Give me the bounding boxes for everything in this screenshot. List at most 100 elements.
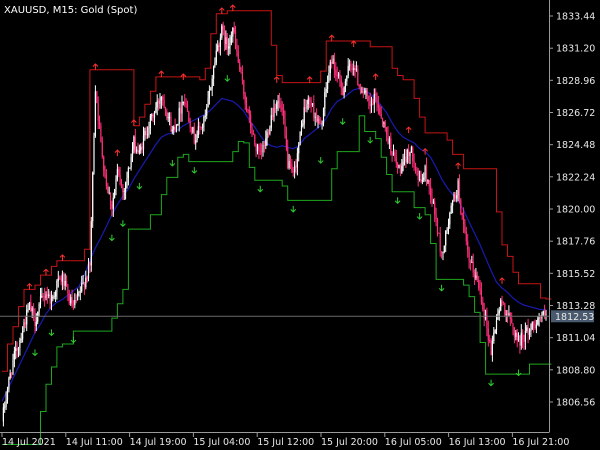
candle: [489, 334, 491, 344]
candle-body: [375, 93, 377, 96]
candle-body: [93, 135, 95, 173]
candle-body: [171, 129, 173, 132]
candle-body: [311, 103, 314, 106]
candle-body: [232, 27, 234, 37]
candle-body: [82, 282, 84, 284]
candle: [67, 284, 69, 301]
arrow-up-icon: [405, 126, 412, 134]
candle: [447, 218, 450, 235]
candle: [214, 57, 216, 68]
candle-body: [487, 328, 489, 341]
candle: [215, 43, 217, 66]
candle-body: [63, 273, 65, 286]
candle: [325, 82, 327, 98]
candle: [229, 34, 231, 55]
candle: [53, 291, 55, 300]
candle: [184, 94, 186, 107]
candle-body: [256, 145, 259, 152]
candle-body: [75, 300, 77, 301]
candle: [421, 173, 423, 185]
candle-body: [394, 152, 396, 158]
candle-body: [195, 140, 197, 144]
candle: [241, 65, 243, 85]
candle-body: [508, 313, 510, 316]
candle: [122, 184, 124, 201]
candle-body: [24, 322, 26, 325]
candle: [87, 258, 90, 282]
candle: [49, 291, 51, 310]
candle-body: [31, 308, 33, 312]
candle-body: [338, 73, 340, 77]
candle: [417, 168, 419, 187]
candle-body: [318, 118, 320, 124]
candle: [59, 275, 61, 280]
candle-body: [390, 138, 392, 154]
candle-body: [522, 332, 524, 340]
candle: [442, 251, 444, 261]
candle-body: [287, 147, 289, 168]
candle-body: [388, 138, 390, 144]
candle-body: [225, 37, 227, 44]
candle: [181, 95, 183, 122]
candle-body: [399, 164, 401, 174]
candle-body: [280, 104, 282, 108]
candle-body: [109, 192, 112, 205]
arrow-down-icon: [257, 185, 264, 193]
arrow-down-icon: [438, 284, 445, 292]
candle-body: [491, 341, 493, 355]
candle-body: [513, 327, 515, 337]
candle-body: [156, 100, 158, 108]
candle-body: [202, 124, 204, 128]
candle-body: [288, 161, 290, 168]
candle-body: [472, 261, 474, 273]
candle-body: [49, 294, 51, 304]
candle: [196, 130, 198, 143]
candle-body: [471, 261, 473, 263]
candle: [397, 161, 399, 174]
candle: [221, 23, 223, 40]
candle: [379, 104, 381, 116]
candle-body: [328, 73, 330, 82]
candle: [318, 115, 320, 125]
candle-body: [71, 297, 73, 305]
price-axis: 1833.44 1831.20 1828.96 1826.72 1824.48 1822.…: [549, 12, 595, 409]
arrow-head: [136, 186, 143, 190]
candle: [228, 38, 230, 56]
candle: [446, 227, 448, 234]
candle-body: [489, 340, 491, 342]
candle-body: [90, 221, 92, 266]
candle-body: [428, 180, 430, 187]
candle-body: [182, 102, 184, 103]
candle: [359, 83, 362, 95]
candle-body: [486, 315, 488, 329]
candle: [471, 255, 473, 263]
candle-body: [142, 135, 145, 150]
arrow-down-icon: [224, 75, 231, 82]
candle-body: [442, 251, 444, 254]
candle-body: [19, 339, 21, 348]
candle-body: [103, 156, 105, 170]
arrow-up-icon: [180, 73, 187, 81]
candle-body: [70, 297, 72, 304]
candle-body: [119, 174, 121, 185]
arrow-up-icon: [43, 268, 49, 276]
candle-body: [170, 117, 172, 132]
candle: [405, 148, 407, 168]
candle-body: [314, 116, 316, 118]
arrow-head: [339, 121, 346, 125]
candle: [2, 403, 4, 427]
candle: [213, 65, 215, 86]
candle: [353, 60, 355, 76]
arrow-down-icon: [136, 182, 143, 190]
candle-body: [340, 80, 342, 89]
candle-body: [222, 25, 224, 30]
candle-body: [535, 324, 537, 329]
arrow-down-icon: [120, 220, 126, 227]
candle: [280, 97, 282, 112]
candle-body: [542, 311, 544, 315]
candle: [148, 121, 150, 138]
candle: [403, 149, 406, 166]
candle: [33, 303, 35, 322]
